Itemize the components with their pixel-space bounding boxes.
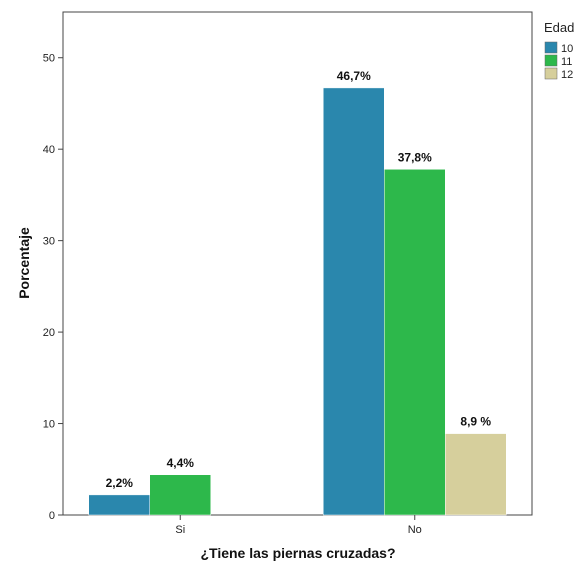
- y-tick-label: 10: [43, 419, 55, 431]
- legend-label: 10: [561, 43, 573, 55]
- x-tick-label: No: [408, 524, 422, 536]
- plot-area-frame: [62, 11, 533, 516]
- y-tick-label: 50: [43, 53, 55, 65]
- bar: [384, 169, 446, 516]
- legend-label: 11: [561, 56, 572, 68]
- y-tick-label: 0: [49, 510, 55, 522]
- legend-swatch: [544, 54, 558, 67]
- data-label: 8,9 %: [460, 415, 491, 429]
- y-axis-title: Porcentaje: [16, 227, 32, 299]
- bar: [445, 433, 507, 516]
- bar: [149, 474, 211, 516]
- data-label: 46,7%: [337, 69, 371, 83]
- data-label: 2,2%: [106, 476, 134, 490]
- x-axis-title: ¿Tiene las piernas cruzadas?: [200, 545, 395, 561]
- legend-label: 12: [561, 69, 573, 81]
- data-label: 37,8%: [398, 150, 432, 164]
- y-tick-label: 30: [43, 236, 55, 248]
- x-tick-labels: Si No: [175, 515, 422, 536]
- x-tick-label: Si: [175, 524, 185, 536]
- bar: [323, 87, 385, 516]
- legend-swatch: [544, 67, 558, 80]
- bars-group: 2,2% 4,4% 46,7% 37,8% 8,9 %: [88, 69, 507, 516]
- legend-swatch: [544, 41, 558, 54]
- y-tick-label: 20: [43, 327, 55, 339]
- y-tick-labels: 0 10 20 30 40 50: [43, 53, 63, 522]
- y-tick-label: 40: [43, 144, 55, 156]
- bar: [88, 494, 150, 516]
- data-label: 4,4%: [167, 456, 195, 470]
- legend-title: Edad: [544, 20, 574, 35]
